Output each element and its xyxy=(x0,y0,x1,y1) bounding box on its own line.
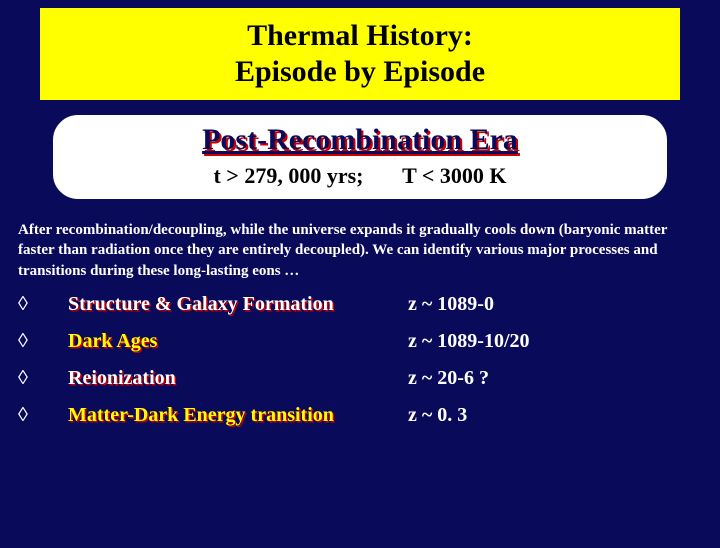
title-box: Thermal History: Episode by Episode xyxy=(40,8,680,100)
item-value: z ~ 20-6 ? xyxy=(408,367,489,390)
bullet-icon: ◊ xyxy=(18,367,68,390)
description-text: After recombination/decoupling, while th… xyxy=(0,212,720,293)
bullet-icon: ◊ xyxy=(18,404,68,427)
era-title: Post-Recombination Era xyxy=(73,123,647,157)
item-label: Matter-Dark Energy transition xyxy=(68,404,408,427)
item-value: z ~ 1089-0 xyxy=(408,293,494,316)
bullet-icon: ◊ xyxy=(18,330,68,353)
list-item: ◊ Reionization z ~ 20-6 ? xyxy=(18,367,702,390)
title-line-2: Episode by Episode xyxy=(60,54,660,90)
era-condition-time: t > 279, 000 yrs; xyxy=(213,163,363,188)
item-label: Reionization xyxy=(68,367,408,390)
item-label: Structure & Galaxy Formation xyxy=(68,293,408,316)
bullet-icon: ◊ xyxy=(18,293,68,316)
item-label: Dark Ages xyxy=(68,330,408,353)
era-condition-temp: T < 3000 K xyxy=(402,163,506,188)
list-item: ◊ Structure & Galaxy Formation z ~ 1089-… xyxy=(18,293,702,316)
item-value: z ~ 1089-10/20 xyxy=(408,330,530,353)
era-box: Post-Recombination Era t > 279, 000 yrs;… xyxy=(50,112,670,202)
item-value: z ~ 0. 3 xyxy=(408,404,467,427)
list-item: ◊ Dark Ages z ~ 1089-10/20 xyxy=(18,330,702,353)
era-conditions: t > 279, 000 yrs; T < 3000 K xyxy=(73,163,647,189)
list-item: ◊ Matter-Dark Energy transition z ~ 0. 3 xyxy=(18,404,702,427)
title-line-1: Thermal History: xyxy=(60,18,660,54)
item-list: ◊ Structure & Galaxy Formation z ~ 1089-… xyxy=(0,293,720,427)
